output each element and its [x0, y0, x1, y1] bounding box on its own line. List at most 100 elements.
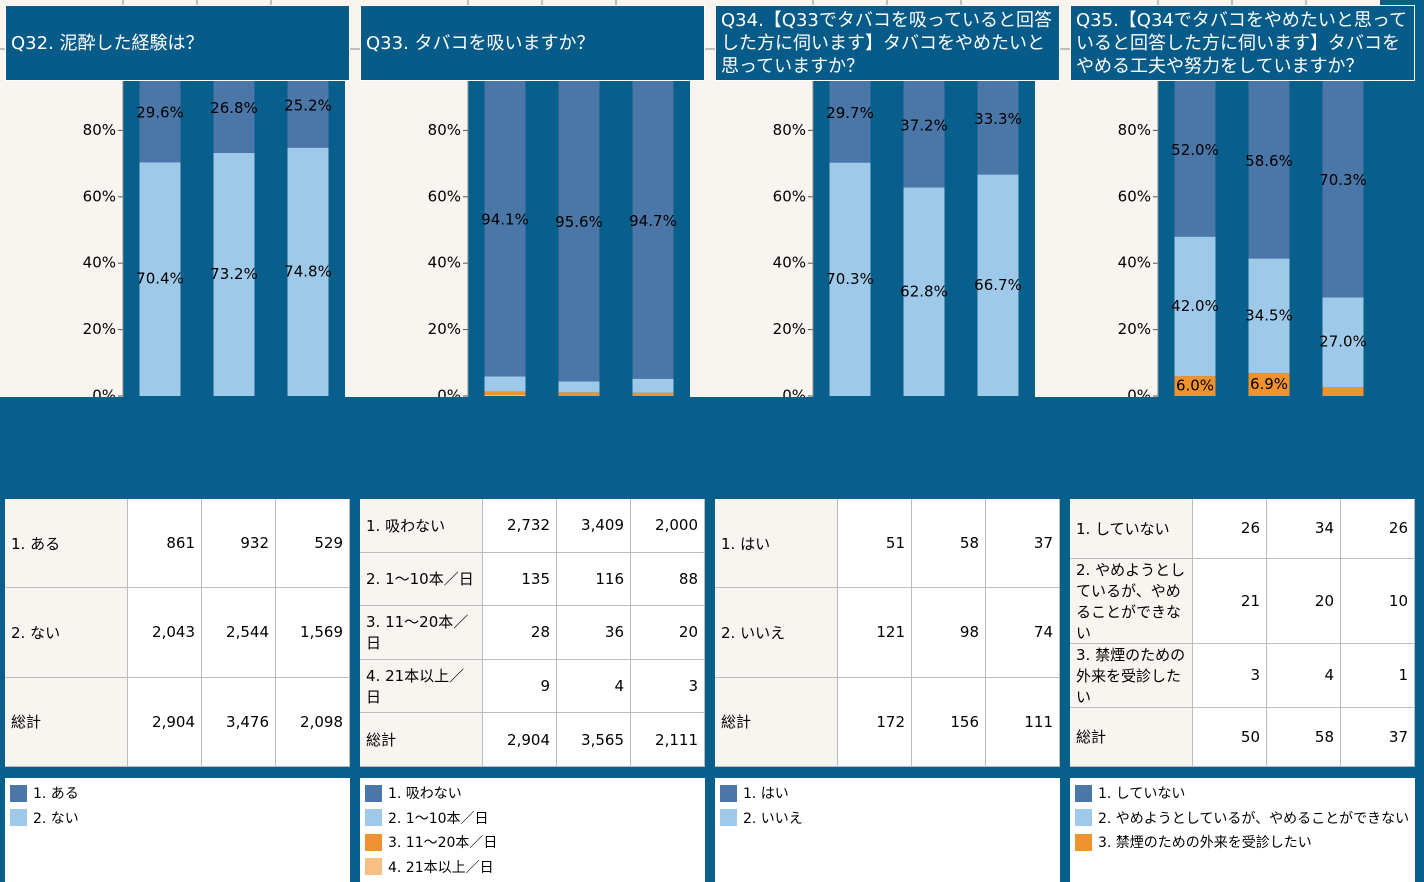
legend-label: 1. ある: [33, 786, 79, 803]
cell: 4: [1267, 643, 1341, 708]
cell: 111: [986, 677, 1060, 767]
cell: 3: [1193, 643, 1267, 708]
row-label: 2. やめようとしているが、やめることができない: [1070, 558, 1193, 644]
cell: 2,098: [276, 677, 350, 767]
cell: 88: [631, 552, 705, 607]
legend-label: 1. していない: [1098, 786, 1186, 803]
cell: 98: [912, 588, 986, 678]
y-tick-label: 60%: [773, 187, 806, 205]
data-table: 1. 吸わない 2,732 3,409 2,000 2. 1～10本／日 135 116 88…: [360, 499, 705, 767]
value-label: 70.4%: [136, 270, 184, 288]
bar-segment: [287, 147, 329, 396]
cell: 50: [1193, 707, 1267, 767]
legend-swatch: [1075, 784, 1092, 802]
value-label: 52.0%: [1171, 141, 1219, 159]
y-tick-label: 80%: [83, 121, 116, 139]
bar-segment: [1248, 258, 1290, 374]
y-tick-label: 80%: [1118, 121, 1151, 139]
legend-swatch: [365, 833, 382, 851]
row-label: 3. 11～20本／日: [360, 606, 483, 660]
bar-segment: [632, 64, 674, 379]
cell: 172: [838, 677, 912, 767]
y-tick-label: 80%: [773, 121, 806, 139]
cell: 1,569: [276, 588, 350, 678]
legend-item: 1. していない: [1075, 781, 1410, 806]
cell: 2,544: [202, 588, 276, 678]
y-tick-label: 60%: [428, 187, 461, 205]
bar-segment: [903, 64, 945, 188]
bar-segment: [903, 187, 945, 396]
cell: 10: [1341, 558, 1415, 644]
panel-title: Q33. タバコを吸いますか？: [360, 5, 705, 81]
bar-segment: [1322, 297, 1364, 388]
row-label: 総計: [5, 677, 128, 767]
cell: 2,111: [631, 713, 705, 767]
cell: 20: [631, 606, 705, 660]
row-label: 1. ある: [5, 499, 128, 589]
value-label: 6.9%: [1250, 375, 1288, 393]
value-label: 25.2%: [284, 96, 332, 114]
value-label: 34.5%: [1245, 306, 1293, 324]
y-tick-label: 40%: [83, 254, 116, 272]
legend-label: 2. いいえ: [743, 810, 803, 827]
panel-title: Q34.【Q33でタバコを吸っていると回答した方に伺います】タバコをやめたいと思…: [715, 5, 1060, 81]
legend-swatch: [720, 784, 737, 802]
cell: 58: [912, 499, 986, 589]
cell: 37: [1341, 707, 1415, 767]
cell: 26: [1193, 499, 1267, 559]
value-label: 33.3%: [974, 110, 1022, 128]
legend-item: 3. 禁煙のための外来を受診したい: [1075, 830, 1410, 855]
cell: 3,476: [202, 677, 276, 767]
legend-label: 4. 21本以上／日: [388, 859, 494, 876]
cell: 116: [557, 552, 631, 607]
y-tick-label: 0%: [1127, 387, 1151, 398]
cell: 932: [202, 499, 276, 589]
bar-segment: [1322, 387, 1364, 396]
y-tick-label: 20%: [428, 320, 461, 338]
bar-segment: [1248, 64, 1290, 259]
legend-label: 1. 吸わない: [388, 786, 462, 803]
bar-segment: [1174, 376, 1216, 396]
value-label: 37.2%: [900, 116, 948, 134]
y-tick-label: 60%: [1118, 187, 1151, 205]
row-label: 2. ない: [5, 588, 128, 678]
legend-label: 2. 1～10本／日: [388, 810, 489, 827]
value-label: 26.8%: [210, 99, 258, 117]
cell: 20: [1267, 558, 1341, 644]
legend-swatch: [10, 784, 27, 802]
y-tick-label: 60%: [83, 187, 116, 205]
value-label: 29.7%: [826, 104, 874, 122]
y-tick-label: 40%: [773, 254, 806, 272]
legend-label: 2. ない: [33, 810, 79, 827]
bar-segment: [1174, 64, 1216, 237]
y-tick-label: 0%: [782, 387, 806, 398]
bar-segment: [558, 381, 600, 393]
legend-item: 1. ある: [10, 781, 345, 806]
y-tick-label: 40%: [1118, 254, 1151, 272]
bar-segment: [484, 64, 526, 377]
legend-swatch: [365, 784, 382, 802]
y-tick-label: 20%: [773, 320, 806, 338]
bar-segment: [977, 174, 1019, 396]
legend: 1. していない 2. やめようとしているが、やめることができない 3. 禁煙のため…: [1070, 778, 1415, 882]
y-tick-label: 0%: [92, 387, 116, 398]
cell: 1: [1341, 643, 1415, 708]
row-label: 総計: [360, 713, 483, 767]
bar-segment: [632, 378, 674, 393]
data-table: 1. ある 861 932 529 2. ない 2,043 2,544 1,569 総計 2,90…: [5, 499, 350, 767]
value-label: 27.0%: [1319, 333, 1367, 351]
cell: 4: [557, 659, 631, 714]
legend-item: 3. 11～20本／日: [365, 830, 700, 855]
legend-item: 2. ない: [10, 806, 345, 831]
legend: 1. 吸わない 2. 1～10本／日 3. 11～20本／日 4. 21本以上／日: [360, 778, 705, 882]
cell: 121: [838, 588, 912, 678]
bar-segment: [1174, 236, 1216, 377]
panel-title: Q32. 泥酔した経験は？: [5, 5, 350, 81]
legend-item: 2. やめようとしているが、やめることができない: [1075, 806, 1410, 831]
legend-label: 2. やめようとしているが、やめることができない: [1098, 810, 1410, 827]
value-label: 6.0%: [1176, 377, 1214, 395]
row-label: 1. はい: [715, 499, 838, 589]
legend-item: 4. 21本以上／日: [365, 855, 700, 880]
value-label: 29.6%: [136, 104, 184, 122]
